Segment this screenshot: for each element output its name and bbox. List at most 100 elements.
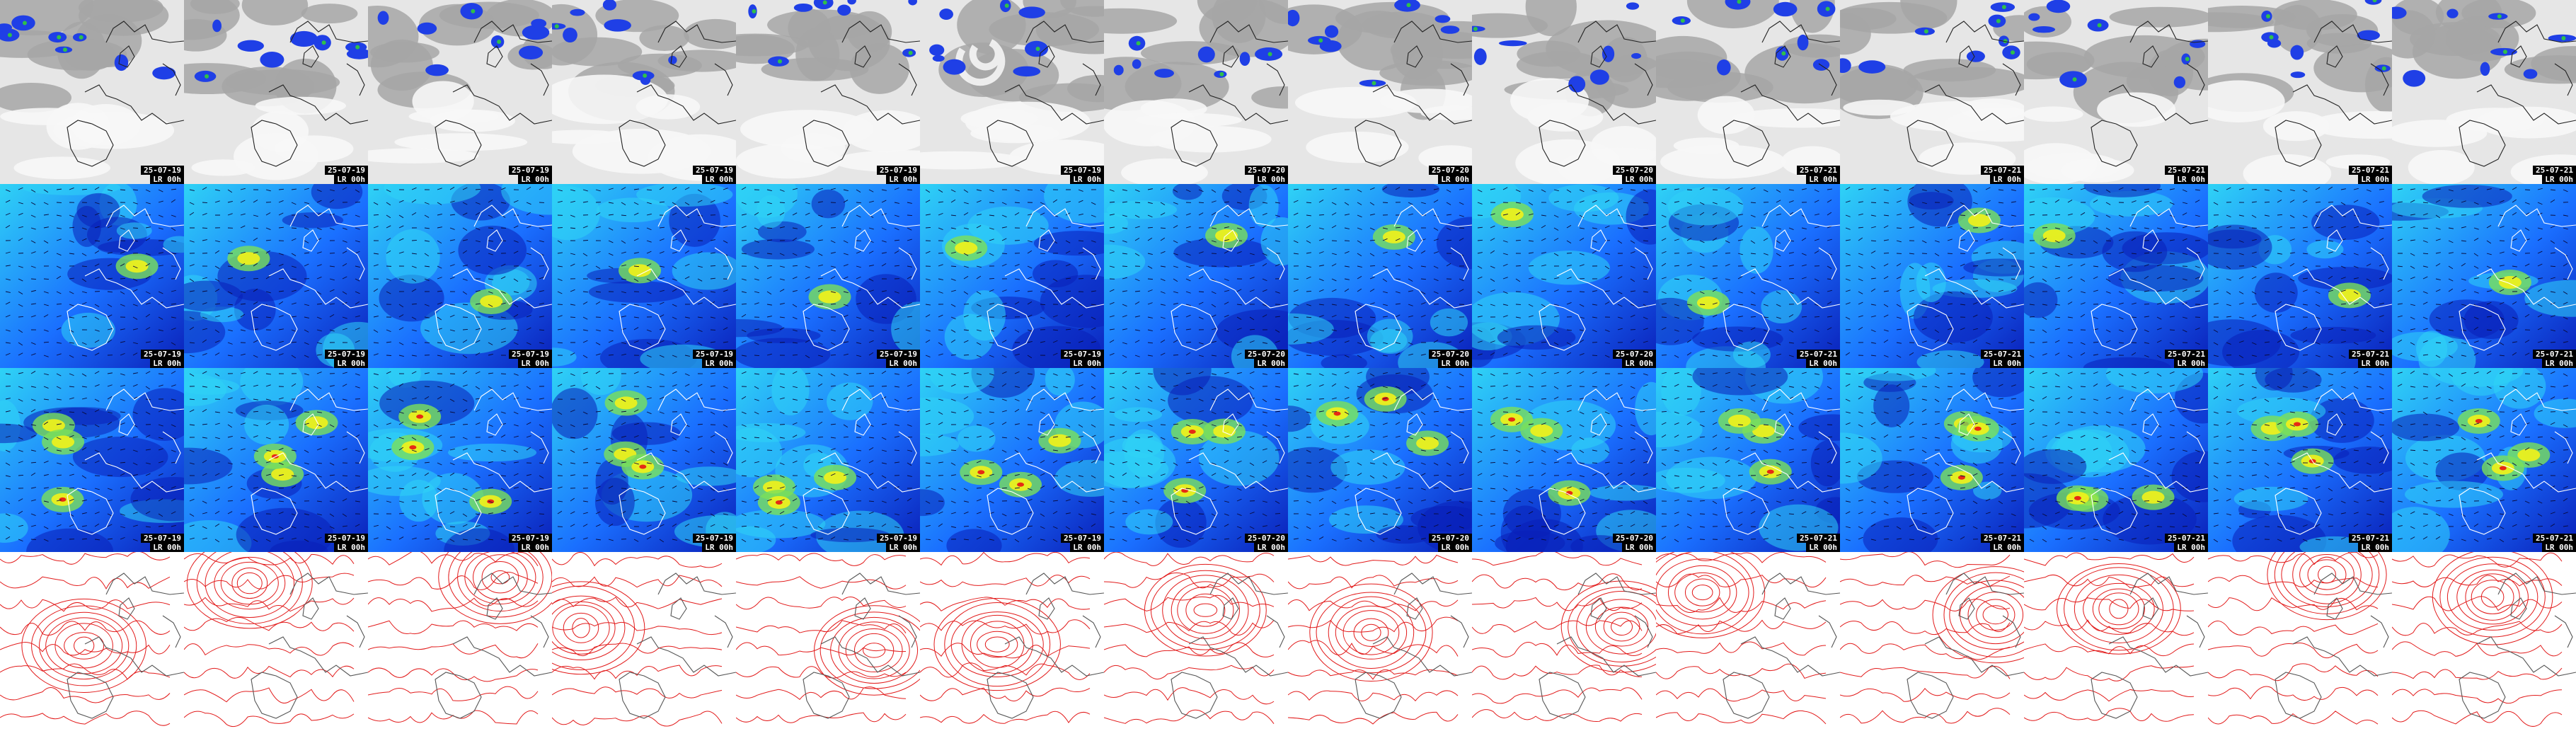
wind-arrow-icon bbox=[373, 186, 545, 359]
isobar-lines bbox=[184, 552, 355, 728]
lead-time-stamp: LR 00h bbox=[1254, 175, 1288, 184]
coastline-outline bbox=[1539, 389, 1656, 535]
valid-date-stamp: 25-07-19 bbox=[509, 350, 552, 359]
isobar-lines bbox=[552, 552, 723, 727]
valid-date-stamp: 25-07-19 bbox=[877, 166, 920, 175]
valid-date-stamp: 25-07-20 bbox=[1613, 350, 1656, 359]
map-panel-cloud-precip: 25-07-21 LR 00h bbox=[2392, 0, 2576, 184]
map-panel-cloud-precip: 25-07-20 LR 00h bbox=[1104, 0, 1288, 184]
lead-time-stamp: LR 00h bbox=[886, 359, 920, 368]
map-image bbox=[368, 0, 552, 184]
valid-date-stamp: 25-07-19 bbox=[1061, 166, 1104, 175]
coastline-outline bbox=[803, 389, 920, 535]
lead-time-stamp: LR 00h bbox=[1254, 359, 1288, 368]
map-panel-pressure bbox=[1472, 552, 1656, 736]
coastline-outline bbox=[435, 573, 552, 719]
wind-arrow-icon bbox=[2029, 370, 2201, 543]
lead-time-stamp: LR 00h bbox=[1806, 359, 1840, 368]
map-image bbox=[0, 184, 184, 368]
isobar-lines bbox=[2392, 552, 2563, 727]
lead-time-stamp: LR 00h bbox=[1438, 175, 1472, 184]
map-image bbox=[184, 552, 368, 736]
valid-date-stamp: 25-07-21 bbox=[2533, 350, 2576, 359]
wind-arrow-icon bbox=[557, 186, 729, 359]
valid-date-stamp: 25-07-20 bbox=[1245, 350, 1288, 359]
coastline-outline bbox=[803, 573, 920, 719]
isobar-lines bbox=[1104, 552, 1275, 724]
map-panel-pressure bbox=[2392, 552, 2576, 736]
map-image bbox=[736, 368, 920, 552]
wind-arrow-icon bbox=[2397, 187, 2569, 359]
valid-date-stamp: 25-07-21 bbox=[2349, 350, 2392, 359]
coastline-outline bbox=[619, 573, 736, 719]
map-image bbox=[1656, 184, 1840, 368]
lead-time-stamp: LR 00h bbox=[518, 543, 552, 552]
map-image bbox=[2024, 552, 2208, 736]
coastline-outline bbox=[987, 573, 1104, 719]
map-panel-wind-low: 25-07-19 LR 00h bbox=[0, 184, 184, 368]
map-panel-pressure bbox=[2208, 552, 2392, 736]
coastline-outline bbox=[619, 389, 736, 535]
map-image bbox=[2024, 0, 2208, 184]
lead-time-stamp: LR 00h bbox=[334, 543, 368, 552]
map-image bbox=[2208, 184, 2392, 368]
map-image bbox=[736, 552, 920, 736]
valid-date-stamp: 25-07-21 bbox=[2533, 166, 2576, 175]
wind-arrow-icon bbox=[189, 371, 361, 543]
valid-date-stamp: 25-07-19 bbox=[141, 350, 184, 359]
coastline-outline bbox=[251, 573, 368, 719]
isobar-lines bbox=[1840, 552, 2024, 724]
map-panel-wind-high: 25-07-20 LR 00h bbox=[1104, 368, 1288, 552]
isobar-lines bbox=[1472, 552, 1656, 723]
lead-time-stamp: LR 00h bbox=[1990, 175, 2024, 184]
lead-time-stamp: LR 00h bbox=[518, 359, 552, 368]
map-image bbox=[920, 184, 1104, 368]
map-panel-pressure bbox=[552, 552, 736, 736]
lead-time-stamp: LR 00h bbox=[1990, 359, 2024, 368]
lead-time-stamp: LR 00h bbox=[886, 175, 920, 184]
map-panel-pressure bbox=[920, 552, 1104, 736]
map-image bbox=[1288, 552, 1472, 736]
map-panel-wind-low: 25-07-21 LR 00h bbox=[2208, 184, 2392, 368]
valid-date-stamp: 25-07-20 bbox=[1429, 534, 1472, 543]
valid-date-stamp: 25-07-19 bbox=[325, 166, 368, 175]
map-panel-pressure bbox=[736, 552, 920, 736]
wind-arrow-icon bbox=[2029, 187, 2201, 359]
map-image bbox=[1472, 552, 1656, 736]
coastline-outline bbox=[2459, 573, 2576, 719]
map-panel-wind-high: 25-07-19 LR 00h bbox=[368, 368, 552, 552]
lead-time-stamp: LR 00h bbox=[150, 543, 184, 552]
map-image bbox=[1656, 0, 1840, 184]
coastline-outline bbox=[1171, 573, 1288, 719]
lead-time-stamp: LR 00h bbox=[2358, 175, 2392, 184]
valid-date-stamp: 25-07-19 bbox=[1061, 534, 1104, 543]
coastline-outline bbox=[2459, 205, 2576, 351]
valid-date-stamp: 25-07-21 bbox=[2165, 166, 2208, 175]
map-image bbox=[1288, 368, 1472, 552]
coastline-outline bbox=[1907, 389, 2024, 535]
valid-date-stamp: 25-07-21 bbox=[2165, 534, 2208, 543]
lead-time-stamp: LR 00h bbox=[150, 175, 184, 184]
map-image bbox=[1288, 184, 1472, 368]
map-image bbox=[2208, 0, 2392, 184]
map-panel-wind-low: 25-07-19 LR 00h bbox=[552, 184, 736, 368]
valid-date-stamp: 25-07-19 bbox=[141, 166, 184, 175]
map-panel-wind-low: 25-07-19 LR 00h bbox=[920, 184, 1104, 368]
map-image bbox=[184, 368, 368, 552]
map-panel-cloud-precip: 25-07-19 LR 00h bbox=[736, 0, 920, 184]
isobar-lines bbox=[2024, 552, 2195, 722]
map-panel-wind-low: 25-07-21 LR 00h bbox=[2024, 184, 2208, 368]
wind-arrow-icon bbox=[1109, 187, 1281, 358]
map-panel-wind-low: 25-07-21 LR 00h bbox=[2392, 184, 2576, 368]
coastline-outline bbox=[1723, 21, 1840, 167]
valid-date-stamp: 25-07-19 bbox=[325, 350, 368, 359]
isobar-lines bbox=[736, 553, 920, 723]
coastline-outline bbox=[1907, 573, 2024, 719]
map-image bbox=[1472, 0, 1656, 184]
lead-time-stamp: LR 00h bbox=[1806, 543, 1840, 552]
map-panel-wind-high: 25-07-19 LR 00h bbox=[0, 368, 184, 552]
wind-arrow-icon bbox=[1293, 186, 1465, 359]
coastline-outline bbox=[2275, 21, 2392, 167]
coastline-outline bbox=[987, 389, 1104, 535]
